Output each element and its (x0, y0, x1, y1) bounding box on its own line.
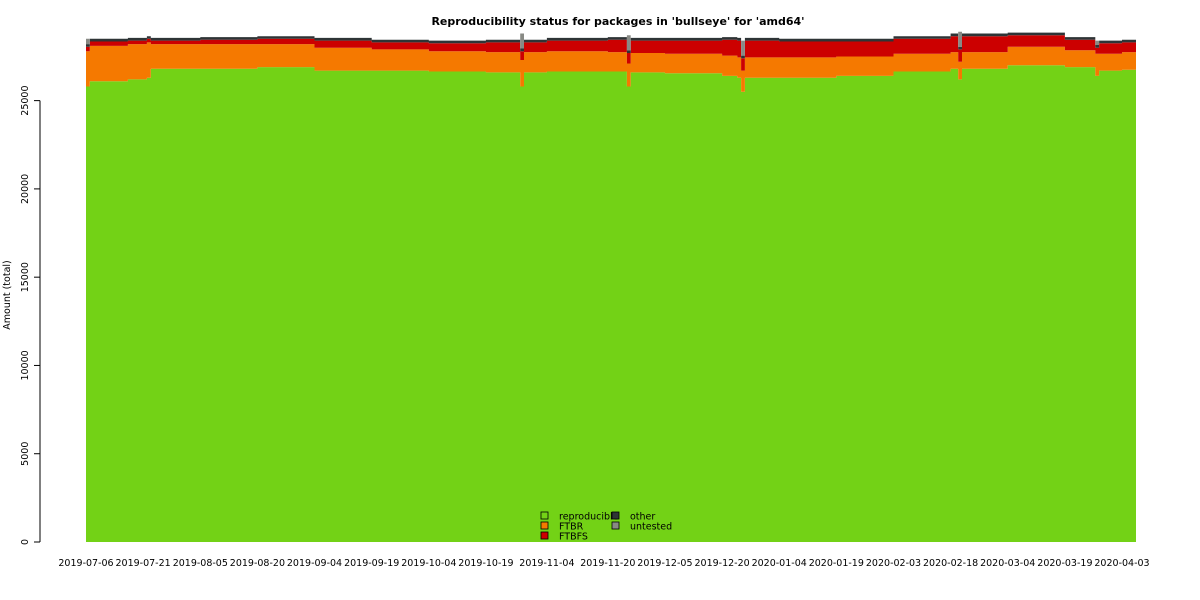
x-tick-label: 2019-09-19 (344, 558, 399, 569)
x-tick-label: 2020-01-04 (752, 558, 807, 569)
x-tick-label: 2020-04-03 (1094, 558, 1149, 569)
series-ftbr-area (86, 42, 1149, 92)
y-tick-label: 25000 (20, 86, 31, 116)
y-tick-label: 5000 (20, 442, 31, 466)
x-tick-label: 2019-07-06 (58, 558, 113, 569)
plot-area (86, 31, 1149, 543)
x-tick-label: 2019-07-21 (115, 558, 170, 569)
legend-label-ftbfs: FTBFS (559, 532, 588, 543)
legend-swatch-untested (611, 521, 620, 530)
x-tick-label: 2020-02-18 (923, 558, 978, 569)
x-tick-label: 2020-02-03 (866, 558, 921, 569)
x-axis: 2019-07-06 2019-07-21 2019-08-05 2019-08-20… (58, 558, 1149, 569)
x-tick-label: 2020-03-04 (980, 558, 1035, 569)
legend-swatch-ftbr (540, 521, 549, 530)
y-axis: 0 5000 10000 15000 20000 25000 (20, 86, 41, 545)
legend-label-ftbr: FTBR (559, 522, 584, 533)
chart-title: Reproducibility status for packages in '… (431, 15, 804, 28)
x-tick-label: 2019-08-20 (230, 558, 285, 569)
legend-swatch-reproducible (540, 511, 549, 520)
y-tick-label: 20000 (20, 174, 31, 204)
series-ftbfs-area (86, 35, 1149, 71)
x-tick-label: 2020-03-19 (1037, 558, 1092, 569)
y-tick-label: 15000 (20, 262, 31, 292)
y-tick-label: 0 (20, 539, 31, 545)
legend-swatch-other (611, 511, 620, 520)
legend-swatch-ftbfs (540, 531, 549, 540)
series-other-area (86, 32, 1149, 59)
y-tick-label: 10000 (20, 350, 31, 380)
x-tick-label: 2019-11-04 (519, 558, 574, 569)
legend-label-reproducible: reproducible (559, 512, 619, 523)
x-tick-label: 2019-11-20 (580, 558, 635, 569)
y-axis-title: Amount (total) (2, 260, 13, 330)
legend-label-untested: untested (630, 522, 672, 533)
x-tick-label: 2019-10-04 (401, 558, 456, 569)
x-tick-label: 2019-12-05 (637, 558, 692, 569)
legend-label-other: other (630, 512, 655, 523)
series-reproducible-area (86, 65, 1149, 543)
x-tick-label: 2019-09-04 (287, 558, 342, 569)
x-tick-label: 2019-12-20 (694, 558, 749, 569)
x-tick-label: 2020-01-19 (809, 558, 864, 569)
x-tick-label: 2019-08-05 (173, 558, 228, 569)
x-tick-label: 2019-10-19 (458, 558, 513, 569)
